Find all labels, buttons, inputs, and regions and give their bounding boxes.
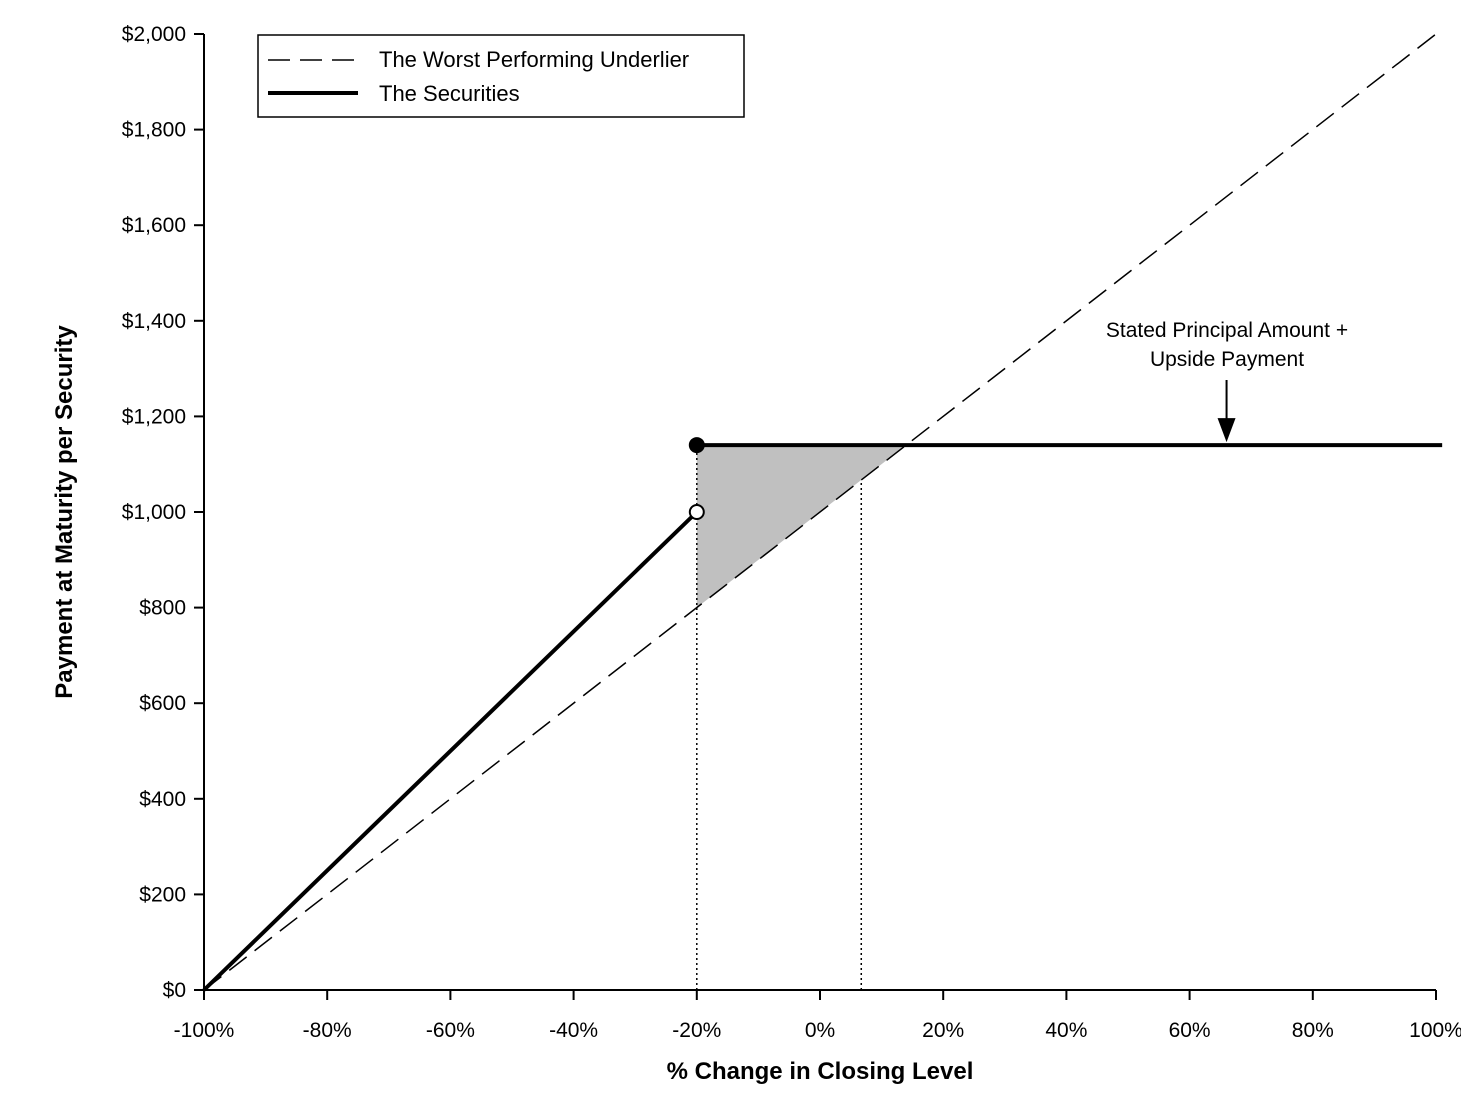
y-tick-label: $0: [163, 979, 186, 1002]
x-tick-label: -100%: [174, 1019, 235, 1042]
x-tick-label: 80%: [1292, 1019, 1334, 1042]
x-tick-label: -20%: [672, 1019, 721, 1042]
annotation-arrow-head: [1217, 418, 1236, 443]
legend-box: [257, 34, 745, 118]
reference-lines-group: [696, 445, 863, 990]
y-tick-label: $1,600: [122, 214, 186, 237]
y-tick-label: $1,800: [122, 119, 186, 142]
x-tick-label: 20%: [922, 1019, 964, 1042]
x-tick-label: 60%: [1169, 1019, 1211, 1042]
annotation-line-2: Upside Payment: [1150, 348, 1304, 371]
y-tick-label: $600: [139, 692, 186, 715]
axes-group: $0 $200 $400 $600 $800 $1,000 $1,200 $1,400 $1,6…: [122, 23, 1461, 1042]
y-tick-label: $2,000: [122, 23, 186, 46]
x-tick-label: 100%: [1409, 1019, 1461, 1042]
y-tick-label: $200: [139, 883, 186, 906]
series-line-securities-segment-1: [202, 510, 699, 992]
y-tick-label: $800: [139, 597, 186, 620]
series-line-underlier: [203, 33, 1437, 991]
x-tick-label: 0%: [805, 1019, 835, 1042]
x-tick-label: -80%: [303, 1019, 352, 1042]
y-tick-label: $1,400: [122, 310, 186, 333]
x-tick-label: -40%: [549, 1019, 598, 1042]
x-axis-title: % Change in Closing Level: [667, 1058, 974, 1085]
x-tick-label: 40%: [1045, 1019, 1087, 1042]
legend-label-underlier: The Worst Performing Underlier: [379, 47, 689, 72]
y-tick-label: $1,200: [122, 405, 186, 428]
annotation-group: Stated Principal Amount + Upside Payment: [1106, 319, 1348, 443]
axis-titles: % Change in Closing Level Payment at Mat…: [51, 325, 973, 1085]
series-group: [202, 33, 1443, 992]
x-tick-label: -60%: [426, 1019, 475, 1042]
markers-group: [688, 437, 705, 520]
y-axis-title: Payment at Maturity per Security: [51, 325, 78, 699]
legend: The Worst Performing Underlier The Secur…: [257, 34, 745, 118]
annotation-line-1: Stated Principal Amount +: [1106, 319, 1348, 342]
y-tick-label: $1,000: [122, 501, 186, 524]
y-tick-label: $400: [139, 788, 186, 811]
marker-open: [688, 504, 705, 520]
legend-label-securities: The Securities: [379, 81, 520, 106]
marker-filled: [688, 437, 705, 454]
